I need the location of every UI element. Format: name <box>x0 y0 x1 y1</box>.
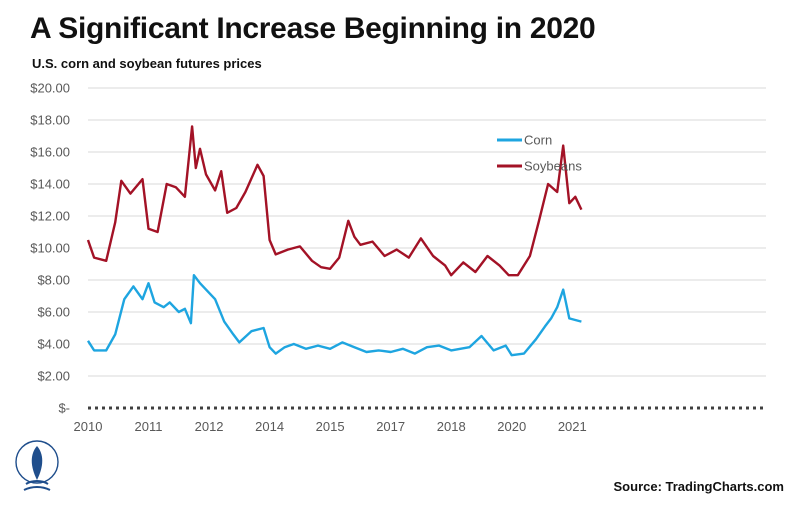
legend-label-soybeans: Soybeans <box>524 159 582 174</box>
y-tick-label: $20.00 <box>30 81 70 96</box>
y-tick-label: $4.00 <box>37 337 70 352</box>
x-tick-label: 2010 <box>74 419 103 434</box>
x-tick-label: 2012 <box>195 419 224 434</box>
y-tick-label: $16.00 <box>30 145 70 160</box>
agency-logo <box>14 440 60 500</box>
x-tick-label: 2011 <box>135 419 163 434</box>
chart-subtitle: U.S. corn and soybean futures prices <box>32 56 262 71</box>
y-tick-label: $12.00 <box>30 209 70 224</box>
source-note: Source: TradingCharts.com <box>613 479 784 494</box>
y-tick-label: $10.00 <box>30 241 70 256</box>
y-tick-label: $18.00 <box>30 113 70 128</box>
chart-title: A Significant Increase Beginning in 2020 <box>30 12 596 45</box>
y-tick-label: $8.00 <box>37 273 70 288</box>
x-tick-label: 2015 <box>316 419 345 434</box>
y-tick-label: $2.00 <box>37 369 70 384</box>
x-tick-label: 2020 <box>497 419 526 434</box>
x-tick-label: 2017 <box>376 419 405 434</box>
series-line-soybeans <box>86 125 583 277</box>
x-tick-label: 2021 <box>558 419 587 434</box>
legend-label-corn: Corn <box>524 133 552 148</box>
series-line-corn <box>86 274 582 357</box>
y-tick-label: $- <box>58 401 70 416</box>
y-tick-label: $14.00 <box>30 177 70 192</box>
y-tick-label: $6.00 <box>37 305 70 320</box>
x-tick-label: 2014 <box>255 419 284 434</box>
x-tick-label: 2018 <box>437 419 466 434</box>
